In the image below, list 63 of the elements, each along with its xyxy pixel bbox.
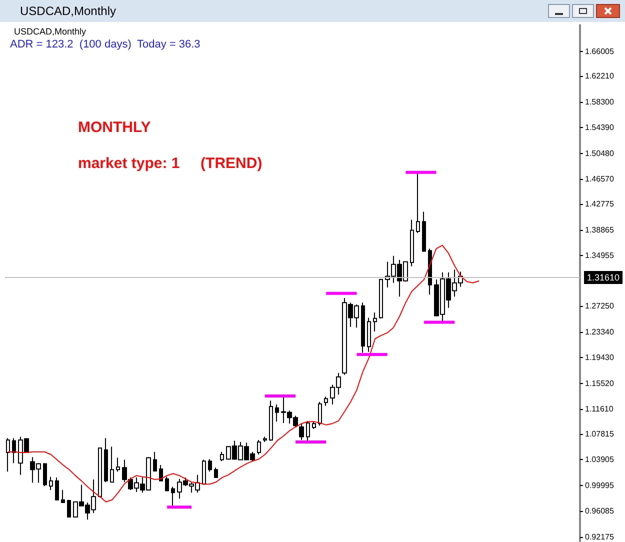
- y-tick-label: 1.42775: [585, 200, 614, 209]
- candlestick: [214, 467, 218, 478]
- y-tick-label: 0.96085: [585, 506, 614, 516]
- candlestick: [373, 312, 377, 332]
- candlestick: [49, 476, 53, 491]
- candlestick: [67, 499, 71, 518]
- y-tick-label: 1.23340: [585, 327, 614, 336]
- candlestick: [6, 438, 10, 472]
- candlestick: [55, 477, 59, 502]
- y-tick-label: 1.34955: [585, 251, 614, 260]
- candlestick: [61, 490, 65, 504]
- y-tick-label: 1.27250: [585, 302, 614, 311]
- candlestick: [263, 436, 267, 443]
- y-tick-label: 1.07815: [585, 430, 614, 439]
- y-tick-label: 0.99995: [585, 480, 614, 490]
- annotation: ADR = 123.2 (100 days): [10, 38, 132, 50]
- candlestick: [410, 219, 414, 267]
- candlestick: [416, 172, 420, 234]
- candlestick: [110, 446, 114, 483]
- candlestick: [220, 451, 224, 462]
- annotation: Today = 36.3: [137, 38, 200, 50]
- candlestick: [275, 404, 279, 422]
- y-tick-label: 1.50480: [585, 148, 614, 158]
- candlestick: [428, 248, 432, 296]
- candlestick: [422, 211, 426, 252]
- candlestick: [43, 462, 47, 487]
- candlestick: [257, 440, 261, 456]
- candlestick: [165, 476, 169, 492]
- y-tick-label: 1.62210: [585, 72, 614, 81]
- y-tick-label: 1.38865: [585, 225, 614, 234]
- candlestick: [153, 451, 157, 472]
- candlestick: [12, 438, 16, 464]
- candlestick: [306, 420, 310, 442]
- y-tick-label: 1.46570: [585, 174, 614, 184]
- candlestick: [116, 457, 120, 472]
- y-tick-label: 1.15520: [585, 378, 614, 388]
- candlestick: [361, 302, 365, 354]
- candlestick: [202, 459, 206, 485]
- annotation: market type: 1 (TREND): [78, 155, 262, 172]
- candlestick: [299, 423, 304, 441]
- y-tick-label: 1.03905: [585, 455, 614, 464]
- y-tick-label: 1.19430: [585, 353, 614, 362]
- y-tick-label: 1.54390: [585, 123, 614, 132]
- candlestick: [98, 447, 102, 498]
- y-tick-label: 1.66005: [585, 46, 614, 56]
- annotation: MONTHLY: [78, 119, 151, 136]
- candlestick: [159, 464, 163, 482]
- chart-title: USDCAD,Monthly: [20, 4, 116, 18]
- candlestick: [312, 421, 316, 430]
- candlestick: [269, 400, 273, 442]
- candlestick: [379, 278, 383, 319]
- candlestick: [324, 396, 328, 406]
- candlestick: [318, 401, 322, 426]
- ref-line-label: 1.31610: [587, 272, 620, 283]
- y-tick-label: 1.11610: [585, 404, 614, 414]
- annotation: USDCAD,Monthly: [14, 26, 87, 36]
- candlestick: [208, 458, 212, 472]
- line-series: [8, 244, 480, 502]
- y-tick-label: 0.92175: [585, 532, 614, 542]
- candlestick: [171, 486, 175, 506]
- candlestick: [367, 317, 371, 352]
- candlestick: [104, 438, 108, 483]
- y-tick-label: 1.58300: [585, 97, 614, 106]
